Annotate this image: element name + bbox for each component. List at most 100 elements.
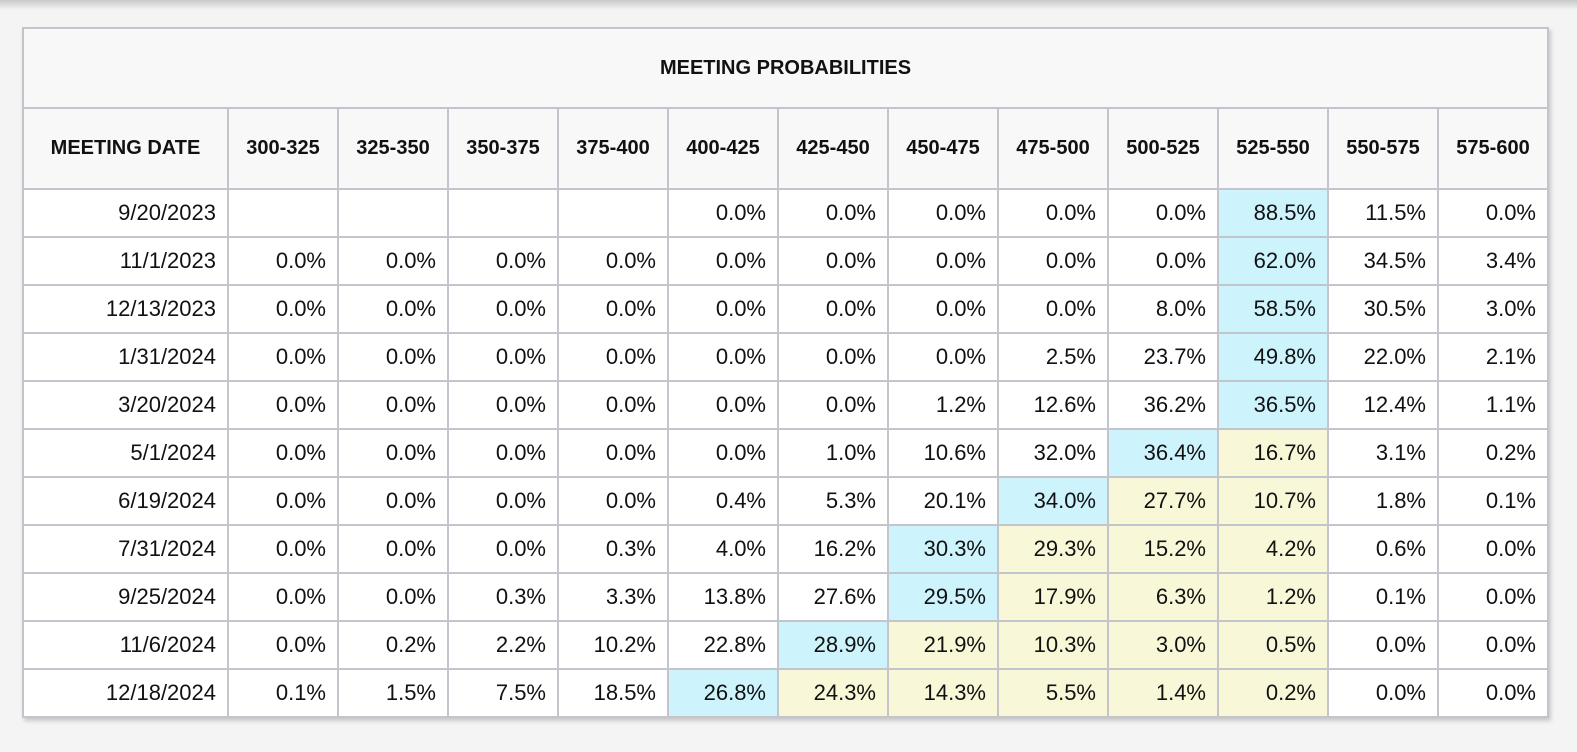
probability-cell: 0.0% [667, 236, 779, 286]
probability-cell: 23.7% [1107, 332, 1219, 382]
column-header-525-550: 525-550 [1217, 107, 1329, 190]
column-header-400-425: 400-425 [667, 107, 779, 190]
probability-cell: 0.0% [1327, 620, 1439, 670]
probability-cell: 0.0% [667, 188, 779, 238]
probability-cell: 36.5% [1217, 380, 1329, 430]
probability-cell: 0.0% [1437, 524, 1549, 574]
probability-cell: 30.5% [1327, 284, 1439, 334]
probability-cell: 0.2% [337, 620, 449, 670]
probability-cell: 0.0% [337, 332, 449, 382]
meeting-date-cell: 6/19/2024 [22, 476, 229, 526]
probability-cell: 0.1% [227, 668, 339, 718]
table-row: 3/20/2024 0.0% 0.0% 0.0% 0.0% 0.0% 0.0% 1.2% 12.… [22, 380, 1549, 430]
probability-cell: 34.5% [1327, 236, 1439, 286]
probability-cell: 0.0% [777, 236, 889, 286]
table-row: 12/18/2024 0.1% 1.5% 7.5% 18.5% 26.8% 24.3% 14.… [22, 668, 1549, 718]
probability-cell: 3.0% [1107, 620, 1219, 670]
column-header-300-325: 300-325 [227, 107, 339, 190]
probability-cell: 34.0% [997, 476, 1109, 526]
probability-cell [447, 188, 559, 238]
probability-cell: 0.0% [887, 188, 999, 238]
table-row: 6/19/2024 0.0% 0.0% 0.0% 0.0% 0.4% 5.3% 20.1% 34… [22, 476, 1549, 526]
probability-cell: 0.0% [337, 524, 449, 574]
probability-cell: 0.0% [557, 236, 669, 286]
meeting-probabilities-panel: MEETING PROBABILITIES MEETING DATE 300-32… [22, 27, 1549, 718]
probability-cell: 5.3% [777, 476, 889, 526]
column-header-meeting-date: MEETING DATE [22, 107, 229, 190]
probability-cell: 1.2% [887, 380, 999, 430]
probability-cell: 16.7% [1217, 428, 1329, 478]
probability-cell: 0.1% [1327, 572, 1439, 622]
column-header-425-450: 425-450 [777, 107, 889, 190]
probability-cell: 0.0% [337, 380, 449, 430]
column-header-350-375: 350-375 [447, 107, 559, 190]
probability-cell: 0.3% [447, 572, 559, 622]
probability-cell: 12.4% [1327, 380, 1439, 430]
meeting-date-cell: 5/1/2024 [22, 428, 229, 478]
probability-cell: 0.0% [337, 572, 449, 622]
probability-cell: 3.3% [557, 572, 669, 622]
probability-cell: 0.0% [227, 620, 339, 670]
probability-cell: 0.0% [997, 236, 1109, 286]
probability-cell: 0.0% [447, 236, 559, 286]
probability-cell: 5.5% [997, 668, 1109, 718]
probability-cell: 21.9% [887, 620, 999, 670]
probability-cell: 30.3% [887, 524, 999, 574]
meeting-date-cell: 1/31/2024 [22, 332, 229, 382]
probability-cell: 0.3% [557, 524, 669, 574]
probability-cell: 3.4% [1437, 236, 1549, 286]
probability-cell [227, 188, 339, 238]
probability-cell: 0.0% [227, 428, 339, 478]
probability-cell: 3.0% [1437, 284, 1549, 334]
probability-cell: 29.5% [887, 572, 999, 622]
probability-cell: 36.4% [1107, 428, 1219, 478]
probability-cell: 0.0% [447, 284, 559, 334]
probability-cell: 10.7% [1217, 476, 1329, 526]
probability-cell: 0.0% [557, 332, 669, 382]
probability-cell: 0.4% [667, 476, 779, 526]
table-row: 9/25/2024 0.0% 0.0% 0.3% 3.3% 13.8% 27.6% 29.5%… [22, 572, 1549, 622]
probability-cell: 8.0% [1107, 284, 1219, 334]
probability-cell: 28.9% [777, 620, 889, 670]
meeting-date-cell: 9/20/2023 [22, 188, 229, 238]
probability-cell: 26.8% [667, 668, 779, 718]
probability-cell: 0.0% [557, 284, 669, 334]
probability-cell: 0.0% [1107, 236, 1219, 286]
probability-cell: 13.8% [667, 572, 779, 622]
probability-cell: 0.0% [777, 332, 889, 382]
probability-cell: 0.0% [447, 476, 559, 526]
probability-cell: 1.0% [777, 428, 889, 478]
probability-cell: 58.5% [1217, 284, 1329, 334]
probability-cell: 0.0% [667, 428, 779, 478]
table-row: 7/31/2024 0.0% 0.0% 0.0% 0.3% 4.0% 16.2% 30.3% 2… [22, 524, 1549, 574]
probability-cell: 0.0% [777, 284, 889, 334]
meeting-date-cell: 12/13/2023 [22, 284, 229, 334]
column-header-550-575: 550-575 [1327, 107, 1439, 190]
probability-cell: 0.0% [997, 188, 1109, 238]
probability-cell: 10.6% [887, 428, 999, 478]
column-header-500-525: 500-525 [1107, 107, 1219, 190]
probability-cell: 32.0% [997, 428, 1109, 478]
probability-cell: 0.0% [557, 476, 669, 526]
probability-cell: 4.0% [667, 524, 779, 574]
meeting-date-cell: 3/20/2024 [22, 380, 229, 430]
probability-cell: 0.0% [1437, 572, 1549, 622]
probability-cell: 24.3% [777, 668, 889, 718]
probability-cell: 0.0% [997, 284, 1109, 334]
probability-cell: 0.0% [337, 428, 449, 478]
meeting-date-cell: 12/18/2024 [22, 668, 229, 718]
probability-cell: 0.0% [667, 284, 779, 334]
probability-cell: 1.5% [337, 668, 449, 718]
probability-cell: 27.6% [777, 572, 889, 622]
probability-cell: 11.5% [1327, 188, 1439, 238]
probability-cell: 2.2% [447, 620, 559, 670]
probability-cell: 29.3% [997, 524, 1109, 574]
probability-cell: 0.0% [887, 236, 999, 286]
probability-cell: 0.0% [777, 380, 889, 430]
probability-cell: 12.6% [997, 380, 1109, 430]
probability-cell: 0.0% [887, 284, 999, 334]
probability-cell: 0.0% [1107, 188, 1219, 238]
probability-cell: 15.2% [1107, 524, 1219, 574]
probability-cell: 0.0% [337, 236, 449, 286]
table-row: 9/20/2023 0.0% 0.0% 0.0% 0.0% 0.0% 88.5% 11.5% 0… [22, 188, 1549, 238]
